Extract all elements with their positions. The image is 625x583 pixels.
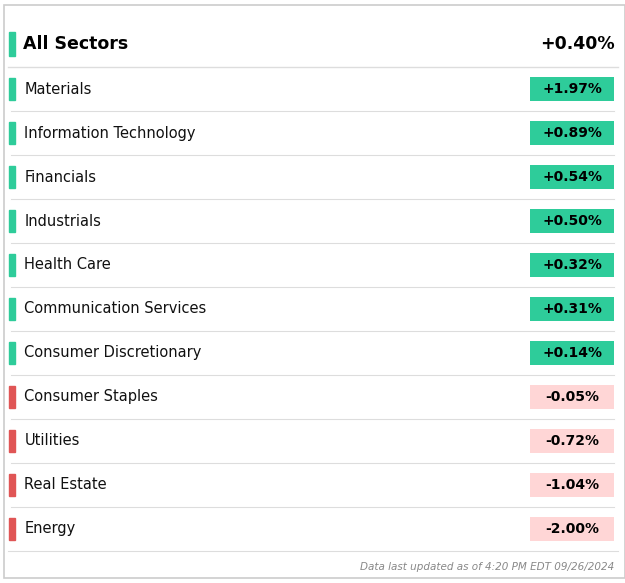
Text: Financials: Financials bbox=[24, 170, 96, 185]
FancyBboxPatch shape bbox=[530, 209, 614, 233]
Text: Communication Services: Communication Services bbox=[24, 301, 207, 317]
Text: Information Technology: Information Technology bbox=[24, 125, 196, 141]
Text: +0.89%: +0.89% bbox=[542, 126, 602, 140]
FancyBboxPatch shape bbox=[4, 5, 625, 578]
Bar bbox=[9, 385, 15, 409]
Text: -0.72%: -0.72% bbox=[545, 434, 599, 448]
Bar bbox=[9, 518, 15, 540]
Text: Data last updated as of 4:20 PM EDT 09/26/2024: Data last updated as of 4:20 PM EDT 09/2… bbox=[360, 562, 614, 572]
Bar bbox=[9, 430, 15, 452]
Text: +0.31%: +0.31% bbox=[542, 302, 602, 316]
Text: Industrials: Industrials bbox=[24, 213, 101, 229]
FancyBboxPatch shape bbox=[530, 121, 614, 145]
Text: +1.97%: +1.97% bbox=[542, 82, 602, 96]
FancyBboxPatch shape bbox=[530, 166, 614, 189]
Text: Materials: Materials bbox=[24, 82, 92, 97]
FancyBboxPatch shape bbox=[530, 473, 614, 497]
Bar bbox=[9, 31, 15, 56]
Bar bbox=[9, 254, 15, 276]
FancyBboxPatch shape bbox=[530, 429, 614, 452]
FancyBboxPatch shape bbox=[530, 517, 614, 540]
Text: Energy: Energy bbox=[24, 521, 76, 536]
Text: +0.40%: +0.40% bbox=[540, 35, 614, 52]
Bar bbox=[9, 473, 15, 496]
Bar bbox=[9, 209, 15, 233]
FancyBboxPatch shape bbox=[530, 297, 614, 321]
FancyBboxPatch shape bbox=[530, 341, 614, 364]
Text: +0.32%: +0.32% bbox=[542, 258, 602, 272]
Text: +0.54%: +0.54% bbox=[542, 170, 602, 184]
Text: -2.00%: -2.00% bbox=[545, 522, 599, 536]
Text: +0.50%: +0.50% bbox=[542, 214, 602, 228]
Text: Consumer Discretionary: Consumer Discretionary bbox=[24, 346, 202, 360]
Bar bbox=[9, 78, 15, 100]
FancyBboxPatch shape bbox=[530, 78, 614, 101]
FancyBboxPatch shape bbox=[530, 254, 614, 277]
Bar bbox=[9, 166, 15, 188]
Bar bbox=[9, 297, 15, 321]
Text: -1.04%: -1.04% bbox=[545, 478, 599, 492]
Text: -0.05%: -0.05% bbox=[545, 390, 599, 404]
Bar bbox=[9, 122, 15, 145]
Text: All Sectors: All Sectors bbox=[23, 35, 128, 52]
FancyBboxPatch shape bbox=[530, 385, 614, 409]
Bar bbox=[9, 342, 15, 364]
Text: Utilities: Utilities bbox=[24, 433, 80, 448]
Text: Consumer Staples: Consumer Staples bbox=[24, 389, 158, 405]
Text: Health Care: Health Care bbox=[24, 258, 111, 272]
Text: +0.14%: +0.14% bbox=[542, 346, 602, 360]
Text: Real Estate: Real Estate bbox=[24, 477, 107, 493]
